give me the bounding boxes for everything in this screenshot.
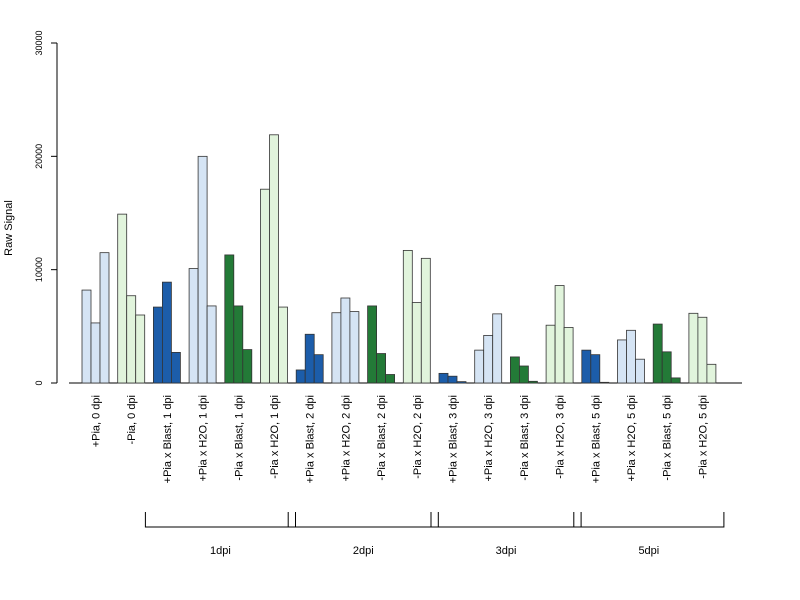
x-category-label: +Pia x Blast, 2 dpi <box>305 395 317 483</box>
bar <box>528 380 538 384</box>
bar <box>242 349 253 384</box>
group-label: 5dpi <box>638 545 659 557</box>
bar <box>99 252 110 384</box>
bar <box>581 349 592 384</box>
bar <box>295 369 306 384</box>
x-category-label: -Pia x H2O, 1 dpi <box>269 395 281 479</box>
group-bracket <box>144 512 296 528</box>
bar <box>152 306 163 384</box>
bar <box>438 372 449 384</box>
bar <box>519 365 529 384</box>
group-brackets: 1dpi 2dpi 3dpi 5dpi <box>144 512 725 557</box>
bar <box>447 375 458 384</box>
bar <box>420 257 431 384</box>
x-category-label: +Pia x Blast, 1 dpi <box>162 395 174 483</box>
bar <box>688 312 699 384</box>
bar <box>304 333 315 384</box>
bar <box>81 289 92 384</box>
x-category-label: +Pia x H2O, 1 dpi <box>198 395 210 482</box>
bar <box>278 306 288 384</box>
bar <box>661 351 672 384</box>
bar <box>670 377 681 384</box>
x-category-label: -Pia x H2O, 3 dpi <box>555 395 567 479</box>
bar <box>126 295 137 384</box>
bar <box>233 305 244 384</box>
bar <box>376 353 387 384</box>
bar <box>411 302 422 384</box>
bar <box>349 311 360 384</box>
x-category-label: +Pia x Blast, 5 dpi <box>590 395 602 483</box>
x-category-label: +Pia x Blast, 3 dpi <box>448 395 460 483</box>
y-tick-label: 30000 <box>34 30 44 55</box>
x-category-label: +Pia x H2O, 3 dpi <box>483 395 495 482</box>
group-label: 2dpi <box>353 545 374 557</box>
bar <box>483 334 494 384</box>
x-category-label: +Pia, 0 dpi <box>91 395 103 447</box>
category-labels: +Pia, 0 dpi -Pia, 0 dpi +Pia x Blast, 1 dp… <box>91 395 710 483</box>
bar <box>626 329 636 384</box>
bar <box>563 327 574 384</box>
bar <box>206 305 217 384</box>
bar <box>197 155 208 384</box>
x-category-label: -Pia x Blast, 2 dpi <box>376 395 388 481</box>
bar <box>224 254 235 384</box>
bar <box>331 312 342 384</box>
bar <box>161 281 172 384</box>
y-axis-title: Raw Signal <box>3 200 15 256</box>
x-category-label: -Pia x H2O, 5 dpi <box>697 395 709 479</box>
bars <box>81 134 717 384</box>
bar <box>554 285 565 384</box>
bar <box>545 324 556 384</box>
bar <box>590 354 601 384</box>
bar <box>260 188 270 384</box>
x-category-label: +Pia x H2O, 5 dpi <box>626 395 638 482</box>
bar <box>340 297 351 384</box>
group-bracket <box>287 512 439 528</box>
bar <box>474 349 485 384</box>
bar <box>188 268 199 384</box>
bar <box>385 374 396 384</box>
bar <box>135 314 146 384</box>
bar <box>652 323 663 384</box>
bar <box>170 351 181 384</box>
x-category-label: +Pia x H2O, 2 dpi <box>340 395 352 482</box>
bar <box>509 356 520 384</box>
bar <box>313 354 324 384</box>
bar <box>697 316 708 384</box>
x-category-label: -Pia x Blast, 1 dpi <box>233 395 245 481</box>
y-tick-label: 20000 <box>34 144 44 169</box>
bar <box>492 313 503 384</box>
bar <box>706 363 717 384</box>
bar <box>367 305 378 384</box>
group-label: 1dpi <box>210 545 231 557</box>
bar <box>599 381 610 384</box>
group-label: 3dpi <box>496 545 517 557</box>
x-category-label: -Pia x H2O, 2 dpi <box>412 395 424 479</box>
y-tick-label: 0 <box>34 380 44 385</box>
bar <box>402 249 413 384</box>
bar <box>617 339 627 384</box>
bar <box>269 134 279 384</box>
bar <box>456 381 467 384</box>
group-bracket <box>430 512 582 528</box>
y-tick-label: 10000 <box>34 257 44 282</box>
x-category-label: -Pia x Blast, 3 dpi <box>519 395 531 481</box>
x-category-label: -Pia x Blast, 5 dpi <box>662 395 674 481</box>
bar <box>635 358 645 384</box>
y-axis: 0 10000 20000 30000 <box>34 30 58 386</box>
bar <box>117 213 128 384</box>
bar <box>90 322 101 384</box>
group-bracket <box>573 512 725 528</box>
x-category-label: -Pia, 0 dpi <box>126 395 138 445</box>
